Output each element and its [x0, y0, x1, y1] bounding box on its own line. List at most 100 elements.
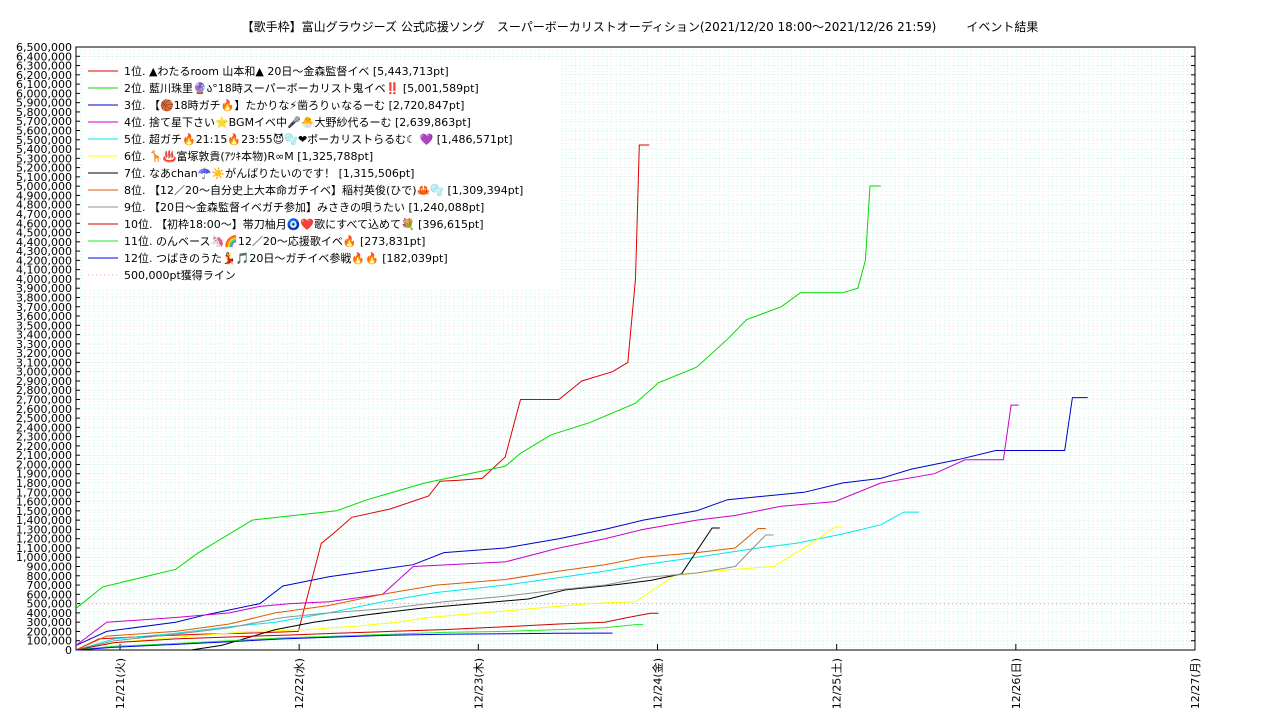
y-tick-label: 2,900,000	[16, 375, 72, 388]
y-tick-label: 1,400,000	[16, 514, 72, 527]
y-tick-label: 6,400,000	[16, 50, 72, 63]
y-tick-label: 6,100,000	[16, 78, 72, 91]
y-tick-label: 2,700,000	[16, 394, 72, 407]
y-tick-label: 4,000,000	[16, 273, 72, 286]
y-tick-label: 500,000	[27, 598, 73, 611]
y-tick-label: 4,300,000	[16, 245, 72, 258]
legend-label: 500,000pt獲得ライン	[124, 269, 236, 282]
y-tick-label: 1,900,000	[16, 468, 72, 481]
y-tick-label: 700,000	[27, 579, 73, 592]
y-tick-label: 4,600,000	[16, 217, 72, 230]
y-tick-label: 1,800,000	[16, 477, 72, 490]
y-tick-label: 3,500,000	[16, 319, 72, 332]
y-tick-label: 2,000,000	[16, 458, 72, 471]
chart-title-main: 【歌手枠】富山グラウジーズ 公式応援ソング スーパーボーカリストオーディション(…	[241, 20, 937, 34]
legend-label: 10位. 【初枠18:00〜】帯刀柚月🧿❤️歌にすべて込めて💐 [396,615…	[124, 217, 484, 231]
y-tick-label: 1,700,000	[16, 486, 72, 499]
series-line	[75, 144, 650, 651]
y-tick-label: 1,500,000	[16, 505, 72, 518]
y-tick-label: 600,000	[27, 588, 73, 601]
y-tick-label: 6,300,000	[16, 60, 72, 73]
y-tick-label: 3,200,000	[16, 347, 72, 360]
y-tick-label: 5,500,000	[16, 134, 72, 147]
y-tick-label: 1,000,000	[16, 551, 72, 564]
y-tick-label: 5,800,000	[16, 106, 72, 119]
x-tick-label: 12/23(木)	[472, 658, 485, 709]
y-tick-label: 3,100,000	[16, 356, 72, 369]
y-tick-label: 5,400,000	[16, 143, 72, 156]
y-tick-label: 4,200,000	[16, 254, 72, 267]
chart-title-right: イベント結果	[966, 20, 1039, 34]
y-tick-label: 4,100,000	[16, 264, 72, 277]
legend-box	[84, 60, 560, 290]
y-tick-label: 2,500,000	[16, 412, 72, 425]
y-tick-label: 5,700,000	[16, 115, 72, 128]
series-line	[75, 185, 881, 609]
y-tick-label: 1,200,000	[16, 533, 72, 546]
y-tick-label: 3,600,000	[16, 310, 72, 323]
series-line	[75, 526, 843, 651]
y-tick-label: 2,800,000	[16, 384, 72, 397]
y-tick-label: 5,600,000	[16, 124, 72, 137]
y-tick-label: 4,500,000	[16, 227, 72, 240]
legend-label: 3位. 【🏀18時ガチ🔥】たかりな⚡凿ろりぃなるーむ [2,720,847pt]	[124, 98, 464, 113]
y-tick-label: 1,300,000	[16, 523, 72, 536]
y-tick-label: 200,000	[27, 625, 73, 638]
legend-label: 5位. 超ガチ🔥21:15🔥23:55😈🫧❤ボーカリストらるむ☾ 💜 [1,48…	[124, 132, 513, 146]
y-tick-label: 5,900,000	[16, 97, 72, 110]
legend-label: 11位. のんベース🦄🌈12／20〜応援歌イベ🔥 [273,831pt]	[124, 234, 425, 248]
y-tick-label: 4,700,000	[16, 208, 72, 221]
y-tick-label: 1,100,000	[16, 542, 72, 555]
y-tick-label: 900,000	[27, 561, 73, 574]
y-tick-label: 3,900,000	[16, 282, 72, 295]
x-tick-label: 12/24(金)	[651, 658, 665, 709]
y-tick-label: 5,100,000	[16, 171, 72, 184]
legend-label: 8位. 【12／20〜自分史上大本命ガチイベ】稲村英俊(ひで)🦀🫧 [1,309…	[124, 183, 523, 197]
y-tick-label: 2,600,000	[16, 403, 72, 416]
series-line	[75, 404, 1019, 646]
y-tick-label: 5,300,000	[16, 152, 72, 165]
legend-label: 4位. 捨て星下さい⭐BGMイベ中🎤🐣大野紗代るーむ [2,639,863pt]	[124, 115, 471, 129]
x-tick-label: 12/27(月)	[1189, 658, 1202, 709]
legend-label: 1位. ▲わたるroom 山本和▲ 20日〜金森監督イベ [5,443,713p…	[124, 64, 449, 78]
series-line	[75, 534, 774, 651]
y-tick-label: 1,600,000	[16, 496, 72, 509]
y-tick-label: 300,000	[27, 616, 73, 629]
y-tick-label: 3,800,000	[16, 291, 72, 304]
y-tick-label: 2,300,000	[16, 431, 72, 444]
plot-frame	[75, 46, 1196, 651]
y-tick-label: 6,200,000	[16, 69, 72, 82]
y-tick-label: 2,100,000	[16, 449, 72, 462]
y-tick-label: 3,000,000	[16, 366, 72, 379]
y-tick-label: 4,400,000	[16, 236, 72, 249]
y-tick-label: 6,000,000	[16, 87, 72, 100]
y-tick-label: 5,200,000	[16, 162, 72, 175]
series-line	[75, 397, 1088, 646]
x-tick-label: 12/21(火)	[114, 658, 127, 709]
x-tick-label: 12/22(水)	[293, 658, 306, 709]
legend-label: 12位. つばきのうた💃🎵20日〜ガチイベ参戦🔥🔥 [182,039pt]	[124, 251, 448, 265]
legend-label: 6位. 🦒♨️富塚敦貴(ｱﾂｷ本物)R∞M [1,325,788pt]	[124, 149, 373, 163]
y-tick-label: 4,800,000	[16, 199, 72, 212]
y-tick-label: 2,400,000	[16, 421, 72, 434]
y-tick-label: 5,000,000	[16, 180, 72, 193]
legend-label: 2位. 藍川珠里🔮ა°18時スーパーボーカリスト鬼イベ‼️ [5,001,589…	[124, 81, 479, 95]
y-tick-label: 3,300,000	[16, 338, 72, 351]
x-tick-label: 12/26(日)	[1010, 658, 1023, 709]
series-line	[75, 632, 613, 651]
y-tick-label: 400,000	[27, 607, 73, 620]
y-tick-label: 4,900,000	[16, 189, 72, 202]
x-tick-label: 12/25(土)	[831, 658, 844, 709]
y-tick-label: 0	[65, 644, 72, 657]
chart-title: 【歌手枠】富山グラウジーズ 公式応援ソング スーパーボーカリストオーディション(…	[0, 18, 1280, 35]
series-line	[190, 527, 720, 651]
series-line	[75, 528, 766, 651]
y-tick-label: 800,000	[27, 570, 73, 583]
y-tick-label: 100,000	[27, 635, 73, 648]
legend-label: 9位. 【20日〜金森監督イベガチ参加】みさきの唄うたい [1,240,088p…	[124, 200, 484, 214]
series-line	[75, 624, 644, 651]
y-tick-label: 6,500,000	[16, 41, 72, 54]
series-line	[75, 511, 920, 651]
